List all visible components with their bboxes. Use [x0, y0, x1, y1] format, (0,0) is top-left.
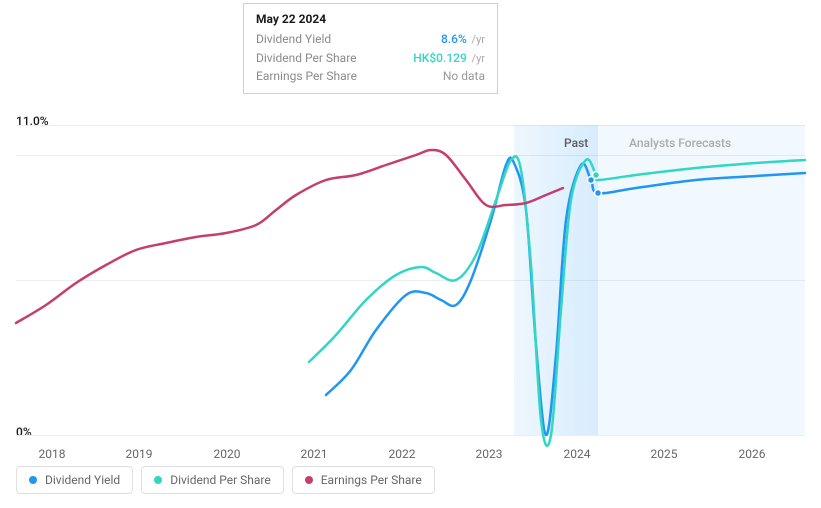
- dividend-chart: May 22 2024 Dividend Yield8.6% /yrDivide…: [0, 0, 821, 508]
- chart-tooltip: May 22 2024 Dividend Yield8.6% /yrDivide…: [243, 3, 498, 94]
- legend-item[interactable]: Earnings Per Share: [292, 466, 435, 494]
- series-marker: [595, 190, 602, 197]
- legend-dot-icon: [305, 476, 313, 484]
- x-axis-label: 2026: [739, 447, 766, 461]
- legend-label: Earnings Per Share: [321, 473, 422, 487]
- legend-label: Dividend Per Share: [170, 473, 271, 487]
- legend-item[interactable]: Dividend Per Share: [141, 466, 284, 494]
- legend-item[interactable]: Dividend Yield: [16, 466, 133, 494]
- x-axis-label: 2023: [476, 447, 503, 461]
- legend-label: Dividend Yield: [45, 473, 120, 487]
- series-marker: [593, 172, 600, 179]
- x-axis-label: 2020: [214, 447, 241, 461]
- x-axis-label: 2025: [651, 447, 678, 461]
- legend: Dividend Yield Dividend Per Share Earnings…: [16, 466, 435, 494]
- tooltip-date: May 22 2024: [256, 12, 485, 26]
- series-line: [16, 150, 563, 323]
- series-line: [326, 158, 805, 435]
- x-axis-label: 2021: [301, 447, 328, 461]
- tooltip-row: Dividend Yield 8.6% /yr: [256, 30, 485, 49]
- legend-dot-icon: [29, 476, 37, 484]
- plot-area[interactable]: [16, 125, 805, 435]
- tooltip-metric-value: 8.6% /yr: [441, 30, 485, 49]
- tooltip-metric-label: Dividend Yield: [256, 30, 331, 49]
- x-axis-label: 2018: [39, 447, 66, 461]
- x-axis-label: 2019: [126, 447, 153, 461]
- legend-dot-icon: [154, 476, 162, 484]
- tooltip-metric-label: Earnings Per Share: [256, 67, 357, 85]
- x-axis-label: 2024: [564, 447, 591, 461]
- tooltip-metric-label: Dividend Per Share: [256, 49, 357, 68]
- series-line: [309, 156, 805, 445]
- tooltip-row: Dividend Per Share HK$0.129 /yr: [256, 49, 485, 68]
- region-label-future: Analysts Forecasts: [629, 136, 731, 150]
- chart-lines: [16, 125, 805, 435]
- region-label-past: Past: [564, 136, 588, 150]
- tooltip-row: Earnings Per Share No data: [256, 67, 485, 85]
- tooltip-metric-value: HK$0.129 /yr: [413, 49, 485, 68]
- gridline: [16, 435, 805, 436]
- x-axis-label: 2022: [389, 447, 416, 461]
- tooltip-metric-value: No data: [443, 67, 485, 85]
